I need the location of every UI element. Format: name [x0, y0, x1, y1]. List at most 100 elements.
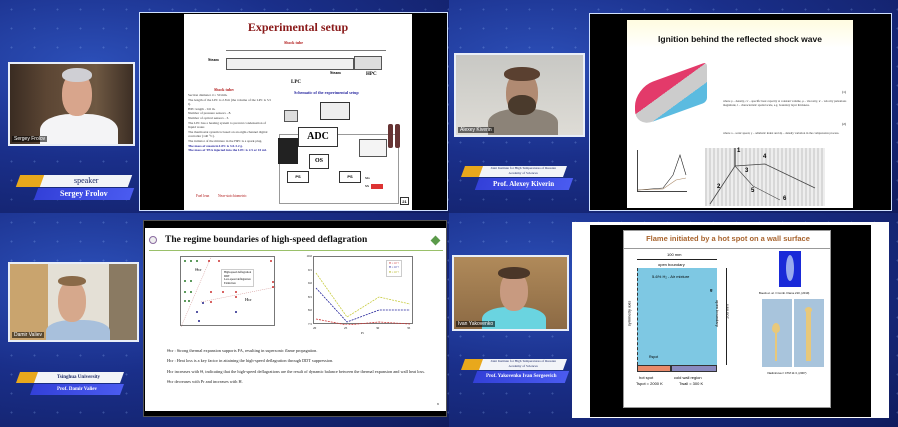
speaker-name: Sergey Frolov [60, 189, 108, 198]
line-chart: H = 10⁻¹ H = 10⁻² H = 10⁻³ [313, 256, 413, 326]
hot-spot-temp: Tspot = 2000 K [636, 381, 663, 386]
hot-spot-region [637, 365, 671, 372]
marker: 5 [751, 188, 755, 194]
speaker-name: Prof. Yakovenko Ivan Sergeevich [485, 374, 557, 379]
participant-name-tag: Damir Valiev [12, 332, 44, 338]
reference: Boeck et. al. // Comb. Flame 210, (2019) [759, 291, 810, 295]
bullet-list: Section diameter d = 50 mm. The length o… [188, 93, 272, 153]
y-tick: 9.5 [308, 267, 312, 272]
flame-image [762, 299, 792, 367]
x-tick: 25 [344, 326, 348, 330]
speaker-name: Prof. Alexey Kiverin [493, 180, 555, 188]
line-plot [637, 150, 687, 192]
label: LPC [291, 80, 301, 85]
gas-bottle [388, 124, 393, 148]
adc-box: ADC [298, 127, 338, 147]
marker: 1 [737, 148, 741, 154]
marker: 3 [745, 168, 749, 174]
page-number: 9 [437, 402, 439, 406]
slide-title: Ignition behind the reflected shock wave [658, 34, 822, 44]
video-panel-frolov: Sergey Frolov speaker Sergey Frolov Expe… [0, 0, 449, 213]
label: HPC [366, 72, 377, 77]
diamond-logo [430, 235, 441, 246]
list-title: Shock tube: [214, 87, 235, 92]
annotation: Θcr [195, 267, 202, 272]
y-tick: 10.0 [306, 254, 312, 258]
top-boundary-label: open boundary [658, 262, 685, 267]
lower-third: Joint Institute for High Temperatures of… [459, 358, 570, 386]
gravity-label: g [710, 287, 713, 292]
note: Near-stoichiometric [218, 194, 247, 198]
x-axis-label: Pr [361, 331, 364, 335]
os-box: OS [309, 154, 329, 169]
slide-title: Flame initiated by a hot spot on a wall … [646, 234, 810, 243]
simulation-image [772, 251, 808, 287]
video-panel-valiev: Damir Valiev Tsinghua University Prof. D… [0, 213, 449, 427]
computational-domain [637, 268, 717, 365]
label: Steam [330, 70, 341, 75]
schematic-title: Schematic of the experimental setup [294, 90, 359, 95]
shared-slide: Flame initiated by a hot spot on a wall … [572, 222, 889, 418]
marker: 4 [763, 154, 767, 160]
y-tick: 7.5 [308, 322, 312, 326]
marker: 2 [717, 184, 721, 190]
webcam-frolov: Sergey Frolov [8, 62, 135, 146]
shared-slide: The regime boundaries of high-speed defl… [143, 220, 447, 417]
controller-device [320, 102, 350, 120]
shock-tube-drawing [226, 58, 354, 70]
slide-title: The regime boundaries of high-speed defl… [165, 235, 368, 245]
digital-controller [278, 138, 298, 164]
label: Steam [208, 57, 219, 62]
webcam-kiverin: Alexey Kiverin [454, 53, 585, 137]
shared-slide: Experimental setup Shock tube Steam LPC … [139, 12, 448, 211]
equation-text: where a – sonic speed, γ – adiabatic ind… [723, 131, 840, 135]
cold-wall-region [671, 365, 717, 372]
scatter-plot: Θcr Hcr High-speed deflagration DDT Low-sp… [180, 256, 277, 328]
r-spot-label: Rspot [649, 355, 659, 359]
x-tick: 20 [313, 326, 317, 330]
note: Fuel lean [196, 194, 210, 198]
video-panel-yakovenko: Ivan Yakovenko Joint Institute for High … [449, 213, 898, 427]
legend: H = 10⁻¹ H = 10⁻² H = 10⁻³ [386, 260, 403, 278]
participant-name-tag: Sergey Frolov [12, 136, 48, 142]
plot-curves [637, 154, 687, 191]
video-panel-kiverin: Alexey Kiverin Joint Institute for High … [449, 0, 898, 213]
webcam-yakovenko: Ivan Yakovenko [452, 255, 569, 331]
legend: High-speed deflagration DDT Low-speed defl… [221, 269, 255, 288]
width-label: 100 mm [667, 252, 682, 257]
webcam-valiev: Damir Valiev [8, 262, 139, 342]
ps-box: PS [339, 171, 361, 183]
computer-icon [284, 110, 298, 122]
speaker-name: Prof. Damir Valiev [57, 387, 97, 392]
ps-box: PS [287, 171, 309, 183]
university-logo [149, 236, 157, 244]
marker: 6 [783, 196, 787, 202]
role-label: speaker [73, 176, 99, 185]
equation-text: where ρ – density, cv – specific heat ca… [723, 99, 847, 107]
lower-third: Joint Institute for High Temperatures of… [459, 165, 574, 193]
bullet-list: Θcr : Strong thermal expansion supports … [167, 348, 425, 385]
hot-spot-label: hot spot [639, 375, 654, 380]
gas-bottle [395, 124, 400, 148]
x-tick: 35 [407, 326, 411, 330]
equation-number: (1) [842, 90, 847, 94]
participant-name-tag: Ivan Yakovenko [456, 321, 496, 327]
y-tick: 8.5 [308, 294, 312, 299]
sg-label: SG [365, 176, 370, 180]
affiliation: Tsinghua University [57, 375, 101, 380]
lower-third: Tsinghua University Prof. Damir Valiev [14, 371, 126, 397]
lower-third: speaker Sergey Frolov [14, 173, 135, 203]
affiliation: Joint Institute for High Temperatures of… [490, 359, 556, 368]
slide-title: Experimental setup [247, 20, 349, 34]
flame-image [794, 299, 824, 367]
cold-wall-temp: Twall = 300 K [679, 381, 704, 386]
affiliation: Joint Institute for High Temperatures of… [490, 166, 556, 175]
x-tick: 30 [376, 326, 380, 330]
mixture-label: 5-6% H₂ - Air mixture [652, 274, 690, 279]
shared-slide: Ignition behind the reflected shock wave… [589, 13, 892, 211]
symmetry-axis-label: symmetry axis [626, 300, 632, 327]
page-number: 21 [400, 197, 409, 205]
side-boundary-label: open boundary [714, 300, 720, 327]
y-tick: 9.0 [308, 281, 312, 286]
equation-number: (2) [842, 122, 847, 126]
